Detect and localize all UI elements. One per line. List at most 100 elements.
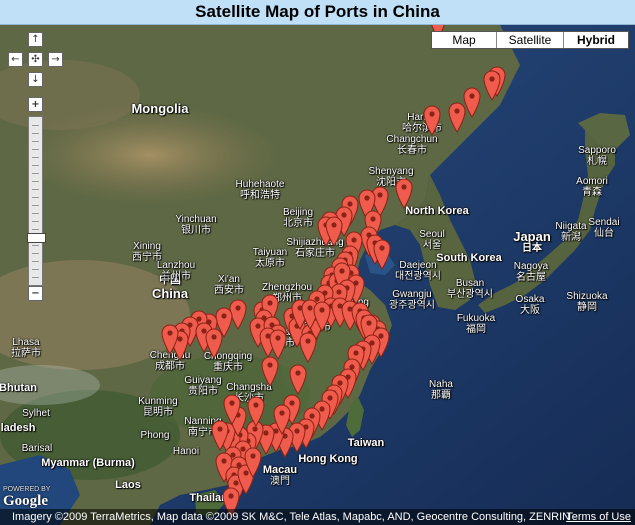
label-bangladesh: ladesh — [0, 422, 36, 434]
zoom-out-button[interactable]: − — [28, 286, 43, 301]
zoom-slider-track[interactable] — [28, 116, 43, 286]
label-kunming: Kunming 昆明市 — [138, 396, 178, 418]
label-hohhot: Huhehaote 呼和浩特 — [235, 179, 285, 201]
label-taiwan: Taiwan — [347, 437, 385, 449]
label-chengdu: Chengdu 成都市 — [149, 350, 191, 372]
zoom-in-button[interactable]: + — [28, 97, 43, 112]
port-marker[interactable] — [394, 177, 414, 209]
port-marker[interactable] — [221, 486, 241, 518]
label-aomori: Aomori 青森 — [576, 176, 608, 198]
label-phong: Phong — [140, 430, 170, 441]
port-marker[interactable] — [312, 300, 332, 332]
zoom-tick — [32, 173, 39, 174]
terms-of-use-link[interactable]: Terms of Use — [566, 511, 631, 523]
label-barisal: Barisal — [21, 443, 53, 454]
label-taiyuan: Taiyuan 太原市 — [252, 247, 288, 269]
attribution-text: Imagery ©2009 TerraMetrics, Map data ©20… — [12, 511, 577, 523]
label-myanmar: Myanmar (Burma) — [41, 457, 135, 469]
label-sylhet: Sylhet — [22, 408, 50, 419]
port-marker[interactable] — [228, 298, 248, 330]
port-marker[interactable] — [332, 261, 352, 293]
zoom-tick — [32, 253, 39, 254]
pan-left-button[interactable]: ← — [8, 52, 23, 67]
port-marker[interactable] — [246, 395, 266, 427]
port-marker[interactable] — [210, 419, 230, 451]
port-marker[interactable] — [482, 69, 502, 101]
map-pin-icon — [371, 186, 389, 217]
label-nagoya: Nagoya 名古屋 — [513, 261, 549, 283]
zoom-tick — [32, 133, 39, 134]
zoom-tick — [32, 221, 39, 222]
port-marker[interactable] — [204, 327, 224, 359]
port-marker[interactable] — [222, 393, 242, 425]
port-marker[interactable] — [462, 86, 482, 118]
port-marker[interactable] — [298, 331, 318, 363]
port-marker[interactable] — [243, 446, 263, 478]
label-lanzhou: Lanzhou 兰州市 — [156, 260, 196, 282]
zoom-tick — [32, 261, 39, 262]
label-mongolia: Mongolia — [131, 101, 189, 116]
map-pin-icon — [333, 262, 351, 293]
pan-down-button[interactable]: ↓ — [28, 72, 43, 87]
terrain-layer — [0, 25, 635, 525]
port-marker[interactable] — [272, 403, 292, 435]
map-pin-icon — [395, 178, 413, 209]
label-zhengzhou: Zhengzhou 郑州市 — [261, 282, 313, 304]
port-marker[interactable] — [268, 328, 288, 360]
map-type-satellite-button[interactable]: Satellite — [496, 32, 563, 48]
port-marker[interactable] — [357, 188, 377, 220]
port-marker[interactable] — [288, 363, 308, 395]
zoom-tick — [32, 245, 39, 246]
label-beijing: Beijing 北京市 — [282, 207, 314, 229]
pan-right-button[interactable]: → — [48, 52, 63, 67]
label-changchun: Changchun 长春市 — [386, 134, 438, 156]
label-south-korea: South Korea — [436, 252, 502, 264]
label-lhasa: Lhasa 拉萨市 — [11, 337, 41, 359]
label-xining: Xining 西宁市 — [132, 241, 162, 263]
port-marker[interactable] — [330, 373, 350, 405]
zoom-tick — [32, 157, 39, 158]
label-nanning: Nanning 南宁市 — [184, 416, 222, 438]
pan-up-button[interactable]: ↑ — [28, 32, 43, 47]
label-laos: Laos — [115, 479, 141, 491]
zoom-tick — [32, 125, 39, 126]
port-marker[interactable] — [324, 215, 344, 247]
zoom-slider-handle[interactable] — [27, 232, 46, 243]
label-hong-kong: Hong Kong — [298, 453, 358, 465]
zoom-tick — [32, 205, 39, 206]
port-marker[interactable] — [214, 306, 234, 338]
zoom-tick — [32, 149, 39, 150]
zoom-tick — [32, 197, 39, 198]
port-marker[interactable] — [160, 323, 180, 355]
port-marker[interactable] — [260, 355, 280, 387]
map-pin-icon — [244, 447, 262, 478]
label-guiyang: Guiyang 贵阳市 — [184, 375, 222, 397]
zoom-tick — [32, 165, 39, 166]
port-marker[interactable] — [447, 101, 467, 133]
map-pin-icon — [222, 487, 240, 518]
port-marker[interactable] — [422, 104, 442, 136]
pan-center-icon[interactable]: ✣ — [28, 52, 43, 67]
map-type-hybrid-button[interactable]: Hybrid — [563, 32, 628, 48]
port-marker[interactable] — [372, 238, 392, 270]
label-busan: Busan 부산광역시 — [447, 278, 493, 300]
label-north-korea: North Korea — [405, 205, 469, 217]
label-chongqing: Chongqing 重庆市 — [203, 351, 253, 373]
map-pin-icon — [331, 374, 349, 405]
zoom-tick — [32, 229, 39, 230]
zoom-tick — [32, 181, 39, 182]
map-pin-icon — [325, 216, 343, 247]
satellite-map[interactable]: Mongolia 中国 China North Korea South Korea… — [0, 25, 635, 525]
map-type-map-button[interactable]: Map — [432, 32, 496, 48]
map-pin-icon — [161, 324, 179, 355]
google-logo[interactable]: POWERED BY Google — [3, 486, 51, 509]
port-marker[interactable] — [370, 185, 390, 217]
map-pin-icon — [205, 328, 223, 359]
label-bhutan: Bhutan — [0, 382, 37, 394]
map-pin-icon — [313, 301, 331, 332]
page-title: Satellite Map of Ports in China — [0, 0, 635, 25]
zoom-tick — [32, 141, 39, 142]
label-macau: Macau 澳門 — [262, 464, 298, 487]
label-xian: Xi'an 西安市 — [214, 274, 244, 296]
